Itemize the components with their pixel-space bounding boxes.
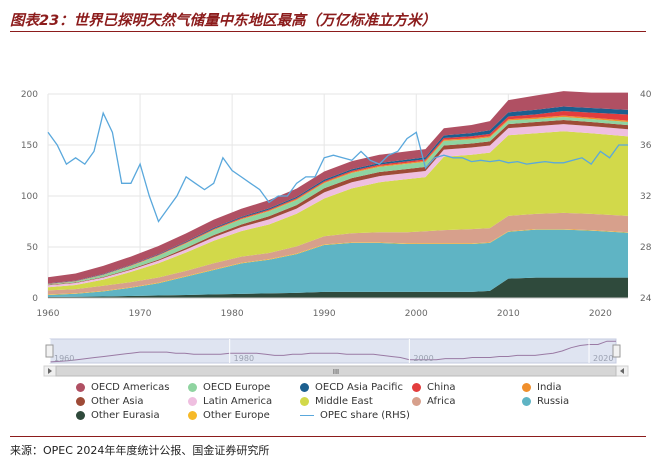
legend-swatch-icon xyxy=(300,415,314,416)
legend-item-latin-america[interactable]: Latin America xyxy=(188,396,272,407)
x-tick-label: 1970 xyxy=(129,309,152,319)
navigator-series xyxy=(49,340,616,363)
legend-swatch-icon xyxy=(76,383,85,392)
area-latin-america xyxy=(48,124,628,288)
y-tick-label-right: 32 xyxy=(640,192,651,202)
x-tick-label: 1980 xyxy=(221,309,244,319)
legend-label: Other Asia xyxy=(91,396,144,407)
y-tick-label-right: 40 xyxy=(640,90,652,100)
x-tick-label: 2000 xyxy=(405,309,428,319)
legend-label: Middle East xyxy=(315,396,373,407)
legend-item-oecd-europe[interactable]: OECD Europe xyxy=(188,382,270,393)
x-tick-label: 1960 xyxy=(37,309,60,319)
navigator: 1960 1980 2000 2020 xyxy=(45,338,621,364)
legend-label: Latin America xyxy=(203,396,273,407)
legend-swatch-icon xyxy=(300,383,309,392)
line-opec-share xyxy=(47,111,628,223)
area-oecd-americas xyxy=(48,91,628,284)
source-note: 来源：OPEC 2024年年度统计公报、国金证券研究所 xyxy=(10,444,270,457)
x-tick-label: 1990 xyxy=(313,309,336,319)
navigator-range xyxy=(49,338,617,364)
chart-title: 图表23：世界已探明天然气储量中东地区最高（万亿标准立方米） xyxy=(10,13,437,29)
title-bar: 图表23：世界已探明天然气储量中东地区最高（万亿标准立方米） xyxy=(10,5,646,32)
area-other-eurasia xyxy=(48,277,628,298)
legend-swatch-icon xyxy=(188,397,197,406)
area-russia xyxy=(48,229,628,297)
y-tick-label-right: 36 xyxy=(640,141,652,151)
legend-item-oecd-asia-pacific[interactable]: OECD Asia Pacific xyxy=(300,382,403,393)
legend-swatch-icon xyxy=(188,383,197,392)
legend-swatch-icon xyxy=(76,411,85,420)
y-tick-label-left: 200 xyxy=(21,90,38,100)
legend-label: India xyxy=(537,382,562,393)
navigator-handle-right[interactable] xyxy=(612,344,621,358)
legend-label: China xyxy=(427,382,456,393)
legend-swatch-icon xyxy=(412,397,421,406)
legend-label: OPEC share (RHS) xyxy=(320,410,410,421)
scroll-right-arrow-icon[interactable] xyxy=(620,368,624,374)
legend-item-russia[interactable]: Russia xyxy=(522,396,569,407)
area-oecd-europe xyxy=(48,116,628,285)
legend-swatch-icon xyxy=(412,383,421,392)
legend-label: OECD Americas xyxy=(91,382,170,393)
scroll-left-arrow-icon[interactable] xyxy=(48,368,52,374)
legend-label: OECD Asia Pacific xyxy=(315,382,403,393)
y-tick-label-right: 28 xyxy=(640,243,652,253)
legend-label: OECD Europe xyxy=(203,382,271,393)
y-tick-label-left: 100 xyxy=(21,192,38,202)
x-tick-label: 2010 xyxy=(497,309,520,319)
legend-swatch-icon xyxy=(76,397,85,406)
legend-label: Africa xyxy=(427,396,456,407)
navigator-label: 2000 xyxy=(413,354,433,363)
legend-item-other-eurasia[interactable]: Other Eurasia xyxy=(76,410,160,421)
legend-swatch-icon xyxy=(188,411,197,420)
scrollbar-thumb[interactable] xyxy=(55,365,617,377)
legend-item-middle-east[interactable]: Middle East xyxy=(300,396,373,407)
legend-item-opec-share-rhs[interactable]: OPEC share (RHS) xyxy=(300,410,410,421)
legend-item-other-asia[interactable]: Other Asia xyxy=(76,396,144,407)
legend-item-other-europe[interactable]: Other Europe xyxy=(188,410,270,421)
legend-item-oecd-americas[interactable]: OECD Americas xyxy=(76,382,170,393)
footer: 来源：OPEC 2024年年度统计公报、国金证券研究所 xyxy=(10,436,646,457)
area-africa xyxy=(48,212,628,295)
legend-label: Russia xyxy=(537,396,570,407)
scrollbar: III xyxy=(43,365,629,377)
legend-swatch-icon xyxy=(522,383,531,392)
legend-swatch-icon xyxy=(300,397,309,406)
legend-item-china[interactable]: China xyxy=(412,382,456,393)
y-tick-label-left: 0 xyxy=(32,294,38,304)
y-tick-label-left: 50 xyxy=(27,243,39,253)
chart-area: 0 50 100 150 200 24 28 32 36 40 1960 1970 1980 1990 20… xyxy=(21,90,652,377)
area-middle-east xyxy=(48,131,628,291)
x-tick-label: 2020 xyxy=(589,309,612,319)
y-tick-label-right: 24 xyxy=(640,294,652,304)
y-tick-label-left: 150 xyxy=(21,141,38,151)
navigator-handle-left[interactable] xyxy=(45,344,54,358)
navigator-label: 2020 xyxy=(593,354,613,363)
legend-swatch-icon xyxy=(522,397,531,406)
navigator-label: 1960 xyxy=(54,354,74,363)
legend-item-india[interactable]: India xyxy=(522,382,562,393)
navigator-label: 1980 xyxy=(234,354,254,363)
legend-item-africa[interactable]: Africa xyxy=(412,396,456,407)
scrollbar-grip: III xyxy=(333,368,339,376)
legend-label: Other Eurasia xyxy=(91,410,160,421)
legend-label: Other Europe xyxy=(203,410,270,421)
